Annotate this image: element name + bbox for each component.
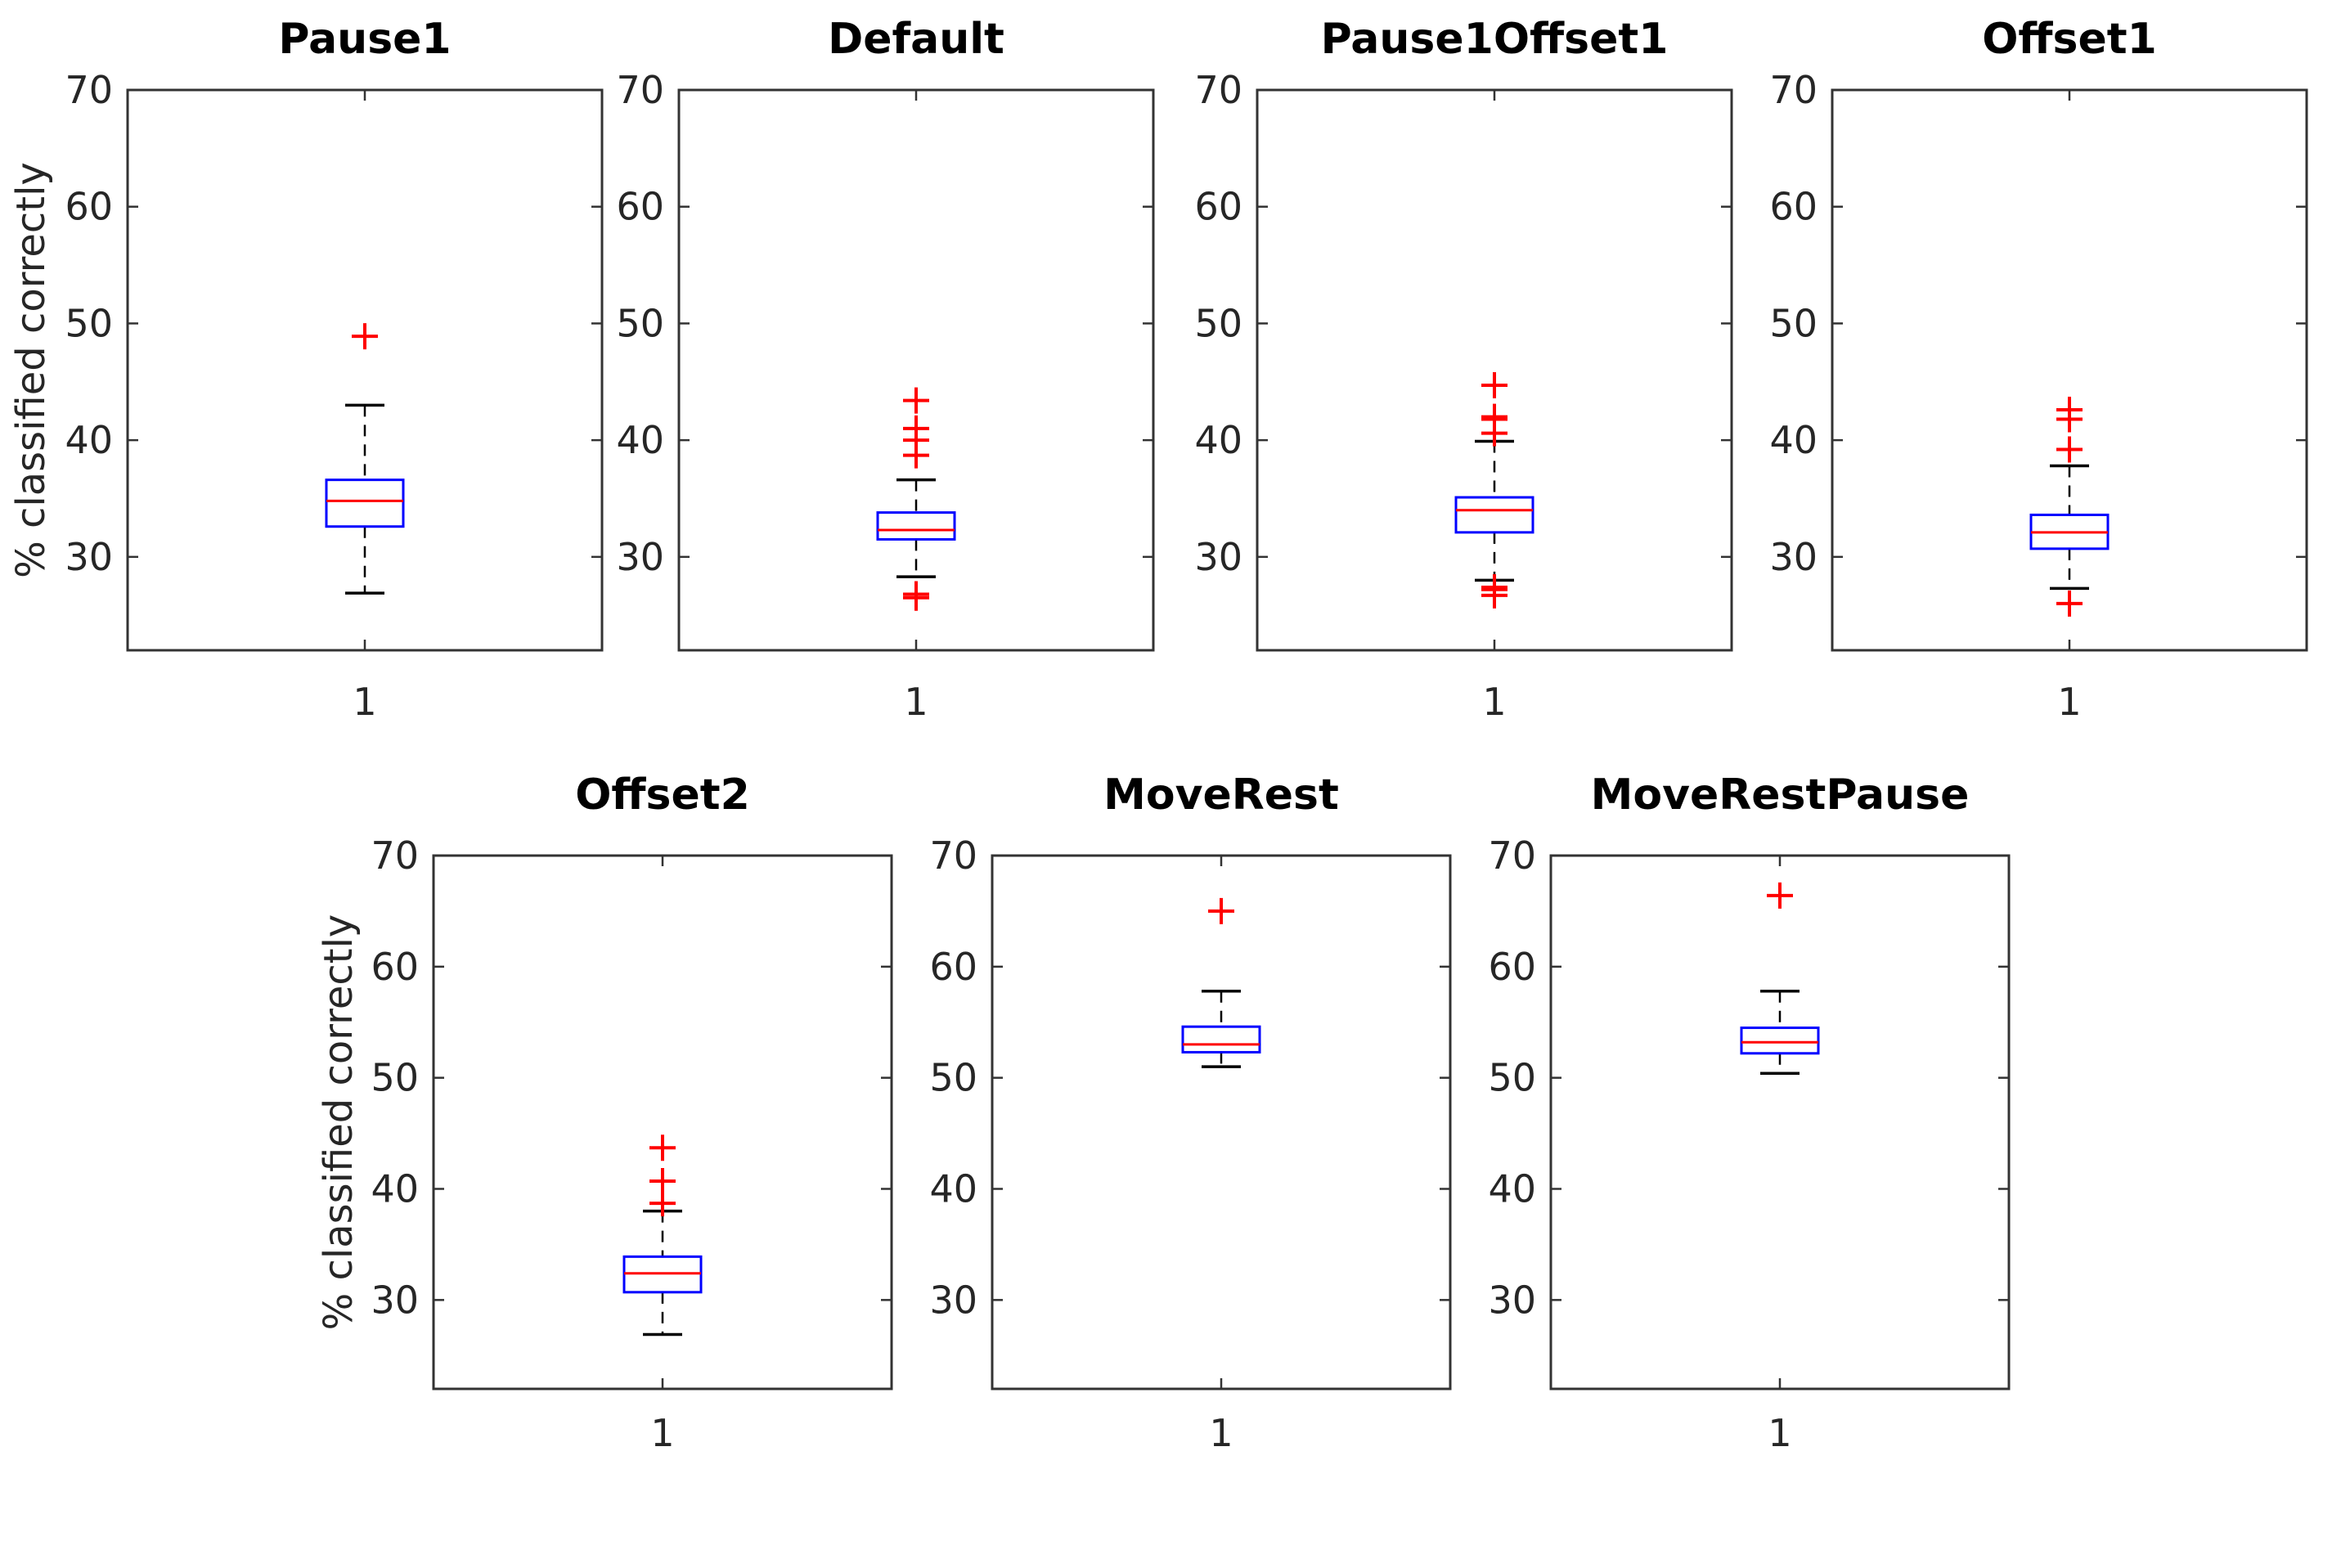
subplot-moverest: MoveRest 30 40 50 60 70 1 xyxy=(929,771,1452,1455)
outlier-marker xyxy=(903,442,929,469)
x-tick-label: 1 xyxy=(904,680,928,724)
axis-box xyxy=(991,854,1452,1391)
y-tick-label: 50 xyxy=(1194,301,1242,345)
subplot-pause1: Pause1 30 40 50 60 70 1 xyxy=(65,15,604,724)
outlier-marker xyxy=(352,323,378,350)
plot-title: MoveRestPause xyxy=(1591,771,1970,820)
y-tick-label: 30 xyxy=(616,535,664,579)
y-tick-label: 70 xyxy=(929,833,977,878)
y-tick-label: 40 xyxy=(1769,418,1818,462)
plot-title: Default xyxy=(828,15,1004,64)
y-tick-label: 60 xyxy=(1194,185,1242,229)
y-tick-label: 50 xyxy=(65,301,113,345)
outlier-marker xyxy=(2056,590,2083,617)
y-tick-label: 50 xyxy=(616,301,664,345)
subplot-default: Default 30 40 50 60 70 1 xyxy=(616,15,1155,724)
outlier-marker xyxy=(1767,882,1793,909)
subplot-pause1offset1: Pause1Offset1 30 40 50 60 70 1 xyxy=(1194,15,1733,724)
y-tick-label: 60 xyxy=(371,945,419,989)
outlier-marker xyxy=(1481,420,1507,447)
outlier-marker xyxy=(1481,582,1507,609)
y-tick-label: 30 xyxy=(1769,535,1818,579)
y-axis-label: % classified correctly xyxy=(316,914,362,1331)
iqr-box xyxy=(1181,1025,1261,1054)
subplot-moverestpause: MoveRestPause 30 40 50 60 70 1 xyxy=(1488,771,2011,1455)
y-tick-label: 70 xyxy=(616,68,664,112)
y-tick-label: 30 xyxy=(371,1278,419,1322)
plot-title: Pause1 xyxy=(278,15,451,64)
y-tick-label: 40 xyxy=(371,1167,419,1211)
iqr-box xyxy=(1454,496,1534,534)
plot-title: Offset1 xyxy=(1982,15,2157,64)
y-tick-label: 60 xyxy=(1488,945,1536,989)
iqr-box xyxy=(1740,1027,1820,1055)
iqr-box xyxy=(325,478,405,528)
y-tick-label: 50 xyxy=(1769,301,1818,345)
subplot-offset2: Offset2 30 40 50 60 70 1 xyxy=(371,771,893,1455)
y-tick-label: 70 xyxy=(1769,68,1818,112)
y-tick-label: 50 xyxy=(1488,1056,1536,1100)
plot-title: Offset2 xyxy=(575,771,750,820)
y-tick-label: 50 xyxy=(371,1056,419,1100)
y-tick-label: 60 xyxy=(929,945,977,989)
outlier-marker xyxy=(1481,372,1507,399)
axis-box xyxy=(432,854,893,1391)
y-tick-label: 30 xyxy=(929,1278,977,1322)
outlier-marker xyxy=(903,387,929,414)
y-tick-label: 70 xyxy=(371,833,419,878)
y-tick-label: 40 xyxy=(1194,418,1242,462)
x-tick-label: 1 xyxy=(650,1411,674,1455)
y-tick-label: 50 xyxy=(929,1056,977,1100)
y-tick-label: 30 xyxy=(1488,1278,1536,1322)
subplot-offset1: Offset1 30 40 50 60 70 1 xyxy=(1769,15,2308,724)
x-tick-label: 1 xyxy=(1768,1411,1791,1455)
x-tick-label: 1 xyxy=(1482,680,1506,724)
x-tick-label: 1 xyxy=(2057,680,2081,724)
axis-box xyxy=(1549,854,2011,1391)
y-tick-label: 40 xyxy=(929,1167,977,1211)
x-tick-label: 1 xyxy=(1209,1411,1233,1455)
y-tick-label: 60 xyxy=(1769,185,1818,229)
iqr-box xyxy=(876,511,956,541)
plot-title: Pause1Offset1 xyxy=(1321,15,1669,64)
plot-title: MoveRest xyxy=(1103,771,1339,820)
outlier-marker xyxy=(2056,406,2083,433)
outlier-marker xyxy=(903,584,929,611)
axis-box xyxy=(1831,88,2308,652)
axis-box xyxy=(1256,88,1733,652)
y-tick-label: 30 xyxy=(65,535,113,579)
outlier-marker xyxy=(649,1134,676,1161)
x-tick-label: 1 xyxy=(353,680,376,724)
y-tick-label: 40 xyxy=(616,418,664,462)
y-tick-label: 70 xyxy=(1488,833,1536,878)
outlier-marker xyxy=(2056,436,2083,463)
y-tick-label: 60 xyxy=(65,185,113,229)
y-tick-label: 70 xyxy=(1194,68,1242,112)
y-tick-label: 40 xyxy=(1488,1167,1536,1211)
y-tick-label: 70 xyxy=(65,68,113,112)
outlier-marker xyxy=(649,1190,676,1217)
y-axis-label: % classified correctly xyxy=(8,162,54,578)
y-tick-label: 40 xyxy=(65,418,113,462)
y-tick-label: 60 xyxy=(616,185,664,229)
y-tick-label: 30 xyxy=(1194,535,1242,579)
outlier-marker xyxy=(1208,897,1234,924)
outlier-marker xyxy=(649,1167,676,1194)
